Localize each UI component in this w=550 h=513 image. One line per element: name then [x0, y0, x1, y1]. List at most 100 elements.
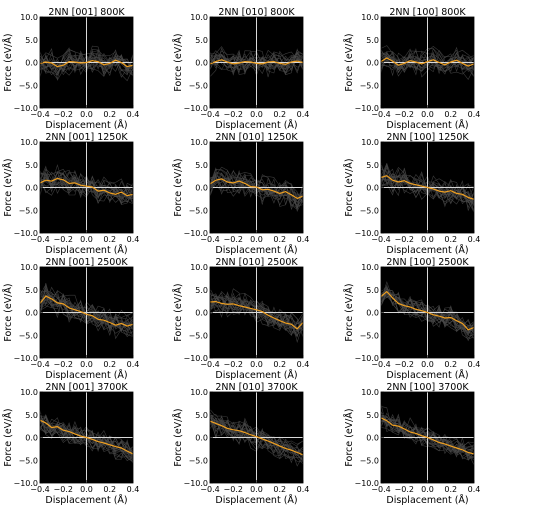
- x-axis-label: Displacement (Å): [386, 244, 468, 256]
- x-tick-label: 0.2: [273, 235, 286, 244]
- x-tick-label: 0.4: [127, 235, 140, 244]
- y-tick-label: 10.0: [190, 138, 208, 147]
- y-tick-label: 10.0: [361, 13, 379, 22]
- y-tick-label: 0.0: [25, 309, 38, 318]
- y-tick-label: −10.0: [354, 479, 379, 488]
- x-tick-label: 0.4: [127, 360, 140, 369]
- y-tick-label: 0.0: [366, 59, 379, 68]
- y-tick-label: −10.0: [183, 479, 208, 488]
- mean-force-line: [40, 177, 133, 197]
- y-tick-label: −5.0: [19, 206, 38, 215]
- x-axis-label: Displacement (Å): [45, 244, 127, 256]
- x-tick-label: 0.4: [468, 110, 481, 119]
- x-axis-label: Displacement (Å): [215, 244, 297, 256]
- y-tick-label: 0.0: [195, 434, 208, 443]
- x-tick-label: 0.0: [250, 235, 263, 244]
- y-axis-label: Force (eV/Å): [2, 283, 14, 341]
- x-tick-label: 0.0: [80, 235, 93, 244]
- x-tick-label: 0.4: [127, 485, 140, 494]
- subplot-title: 2NN [010] 800K: [218, 7, 295, 18]
- y-tick-label: 0.0: [366, 184, 379, 193]
- x-tick-label: −0.4: [371, 235, 390, 244]
- subplot-title: 2NN [010] 1250K: [215, 132, 298, 143]
- y-axis-label: Force (eV/Å): [172, 283, 184, 341]
- y-tick-label: −10.0: [354, 354, 379, 363]
- x-tick-label: 0.4: [468, 485, 481, 494]
- x-tick-label: −0.4: [200, 235, 219, 244]
- x-tick-label: 0.2: [103, 235, 116, 244]
- x-tick-label: 0.0: [250, 110, 263, 119]
- x-tick-label: −0.4: [371, 110, 390, 119]
- mean-force-line: [381, 291, 474, 331]
- x-tick-label: −0.4: [30, 485, 49, 494]
- x-tick-label: 0.0: [250, 485, 263, 494]
- x-axis-label: Displacement (Å): [45, 369, 127, 381]
- x-axis-label: Displacement (Å): [386, 369, 468, 381]
- y-tick-label: 5.0: [366, 36, 379, 45]
- subplot-1: −0.4 −0.2 0.0 0.2 0.4 10.0 5.0 0.0 −5.0 −10.0 2NN …: [2, 7, 139, 131]
- x-tick-label: 0.0: [80, 360, 93, 369]
- y-tick-label: −5.0: [189, 331, 208, 340]
- subplot-3: −0.4 −0.2 0.0 0.2 0.4 10.0 5.0 0.0 −5.0 −10.0 2NN …: [343, 7, 480, 131]
- y-tick-label: −10.0: [13, 354, 38, 363]
- y-tick-label: 0.0: [195, 309, 208, 318]
- x-axis-label: Displacement (Å): [45, 119, 127, 131]
- y-axis-label: Force (eV/Å): [343, 283, 355, 341]
- subplot-2: −0.4 −0.2 0.0 0.2 0.4 10.0 5.0 0.0 −5.0 −10.0 2NN …: [172, 7, 309, 131]
- mean-force-line: [381, 417, 474, 455]
- y-tick-label: 0.0: [25, 59, 38, 68]
- x-tick-label: −0.4: [30, 360, 49, 369]
- x-tick-label: 0.2: [103, 485, 116, 494]
- y-tick-label: 0.0: [25, 184, 38, 193]
- y-tick-label: 5.0: [195, 286, 208, 295]
- mean-force-line: [210, 301, 303, 330]
- y-tick-label: −5.0: [360, 331, 379, 340]
- x-tick-label: −0.2: [54, 360, 73, 369]
- x-tick-label: 0.0: [421, 485, 434, 494]
- mean-force-line: [40, 419, 133, 455]
- y-tick-label: −5.0: [360, 206, 379, 215]
- y-tick-label: −10.0: [183, 229, 208, 238]
- y-tick-label: −5.0: [360, 81, 379, 90]
- x-tick-label: 0.2: [444, 235, 457, 244]
- x-axis-label: Displacement (Å): [45, 494, 127, 506]
- mean-force-line: [210, 420, 303, 456]
- y-tick-label: 5.0: [195, 161, 208, 170]
- mean-force-line: [40, 59, 133, 68]
- subplot-title: 2NN [100] 800K: [389, 7, 466, 18]
- x-tick-label: 0.0: [250, 360, 263, 369]
- y-axis-label: Force (eV/Å): [172, 408, 184, 466]
- y-tick-label: −5.0: [189, 456, 208, 465]
- y-tick-label: −10.0: [354, 229, 379, 238]
- y-tick-label: 5.0: [366, 286, 379, 295]
- y-tick-label: 5.0: [195, 411, 208, 420]
- x-tick-label: −0.2: [395, 235, 414, 244]
- y-axis-label: Force (eV/Å): [343, 33, 355, 91]
- y-tick-label: 0.0: [25, 434, 38, 443]
- y-tick-label: 0.0: [366, 434, 379, 443]
- subplot-title: 2NN [001] 1250K: [45, 132, 128, 143]
- x-tick-label: 0.4: [297, 110, 310, 119]
- x-tick-label: −0.2: [395, 110, 414, 119]
- y-axis-label: Force (eV/Å): [172, 33, 184, 91]
- y-tick-label: 5.0: [25, 411, 38, 420]
- y-tick-label: −5.0: [360, 456, 379, 465]
- x-tick-label: −0.4: [200, 485, 219, 494]
- y-tick-label: 5.0: [25, 161, 38, 170]
- x-tick-label: 0.2: [444, 110, 457, 119]
- subplot-title: 2NN [100] 2500K: [386, 257, 469, 268]
- mean-force-line: [210, 178, 303, 199]
- x-axis-label: Displacement (Å): [215, 369, 297, 381]
- x-axis-label: Displacement (Å): [386, 494, 468, 506]
- y-tick-label: −10.0: [13, 229, 38, 238]
- y-tick-label: −10.0: [13, 104, 38, 113]
- mean-force-line: [210, 59, 303, 65]
- subplot-6: −0.4 −0.2 0.0 0.2 0.4 10.0 5.0 0.0 −5.0 −10.0 2NN …: [343, 132, 480, 256]
- subplot-7: −0.4 −0.2 0.0 0.2 0.4 10.0 5.0 0.0 −5.0 −10.0 2NN …: [2, 257, 139, 381]
- subplot-10: −0.4 −0.2 0.0 0.2 0.4 10.0 5.0 0.0 −5.0 −10.0 2NN …: [2, 382, 139, 506]
- x-tick-label: 0.4: [468, 235, 481, 244]
- y-tick-label: −10.0: [354, 104, 379, 113]
- mean-force-line: [40, 295, 133, 327]
- subplot-4: −0.4 −0.2 0.0 0.2 0.4 10.0 5.0 0.0 −5.0 −10.0 2NN …: [2, 132, 139, 256]
- y-tick-label: −5.0: [19, 331, 38, 340]
